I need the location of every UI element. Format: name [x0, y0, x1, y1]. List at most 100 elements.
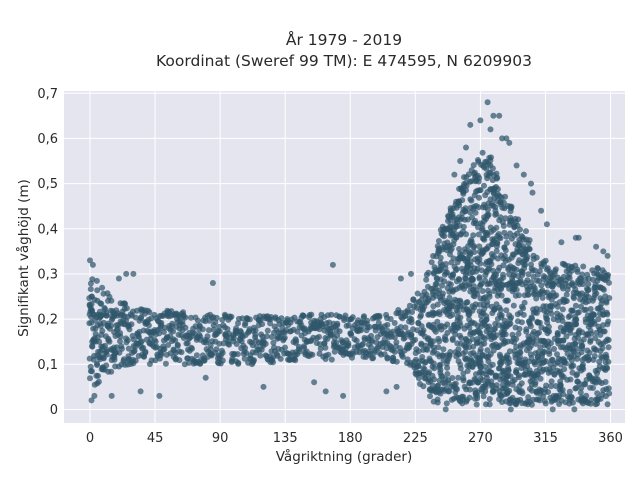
- data-point: [246, 316, 253, 323]
- data-point: [542, 400, 549, 407]
- data-point: [601, 328, 608, 335]
- data-point: [508, 314, 515, 321]
- data-point: [557, 378, 564, 385]
- data-point: [400, 335, 407, 342]
- data-point: [599, 345, 606, 352]
- data-point: [580, 366, 587, 372]
- data-point: [477, 187, 484, 194]
- data-point: [500, 199, 507, 206]
- data-point: [565, 314, 572, 320]
- data-point: [572, 340, 579, 347]
- data-point: [329, 261, 336, 268]
- y-tick-label: 0,1: [37, 358, 58, 373]
- data-point: [484, 206, 491, 213]
- data-point: [477, 117, 484, 124]
- data-point: [605, 344, 612, 351]
- data-point: [510, 302, 517, 309]
- data-point: [528, 314, 535, 321]
- data-point: [606, 295, 613, 301]
- data-point: [105, 337, 112, 344]
- data-point: [496, 112, 503, 119]
- data-point: [333, 339, 340, 346]
- data-point: [434, 318, 441, 325]
- data-point: [433, 280, 440, 287]
- x-tick-label: 90: [212, 431, 229, 446]
- data-point: [467, 121, 474, 128]
- data-point: [542, 274, 549, 281]
- data-point: [88, 368, 95, 375]
- data-point: [444, 269, 450, 276]
- data-point: [130, 270, 137, 277]
- data-point: [563, 360, 569, 367]
- data-point: [559, 386, 566, 393]
- data-point: [590, 385, 596, 391]
- data-point: [106, 325, 113, 332]
- data-point: [104, 290, 111, 297]
- data-point: [595, 265, 602, 272]
- data-point: [443, 400, 450, 407]
- data-point: [182, 324, 189, 331]
- data-point: [361, 313, 367, 320]
- data-point: [519, 390, 526, 397]
- data-point: [456, 276, 463, 283]
- data-point: [529, 189, 536, 196]
- data-point: [536, 268, 543, 275]
- data-point: [349, 314, 356, 321]
- data-point: [533, 254, 540, 261]
- data-point: [553, 292, 560, 299]
- data-point: [452, 231, 459, 238]
- data-point: [585, 294, 592, 301]
- data-point: [475, 231, 482, 238]
- data-point: [493, 248, 500, 254]
- data-point: [479, 149, 486, 156]
- data-point: [507, 320, 514, 327]
- data-point: [102, 306, 109, 313]
- data-point: [292, 357, 299, 364]
- data-point: [527, 351, 534, 358]
- data-point: [472, 387, 479, 394]
- data-point: [466, 394, 473, 401]
- data-point: [180, 313, 187, 320]
- data-point: [466, 283, 473, 290]
- data-point: [132, 357, 139, 364]
- data-point: [590, 312, 597, 318]
- data-point: [494, 186, 501, 193]
- data-point: [438, 372, 445, 379]
- data-point: [484, 347, 491, 354]
- data-point: [434, 399, 441, 406]
- data-point: [391, 348, 398, 355]
- data-point: [525, 271, 532, 278]
- data-point: [475, 204, 482, 211]
- data-point: [317, 345, 324, 352]
- data-point: [541, 349, 548, 355]
- data-point: [519, 272, 526, 279]
- data-point: [452, 380, 459, 387]
- data-point: [453, 266, 460, 273]
- data-point: [125, 345, 132, 352]
- data-point: [199, 326, 206, 333]
- data-points: [86, 99, 613, 413]
- data-point: [525, 394, 532, 401]
- data-point: [447, 349, 454, 355]
- data-point: [560, 337, 567, 344]
- x-tick-label: 0: [86, 431, 94, 446]
- data-point: [174, 341, 181, 348]
- data-point: [572, 321, 578, 328]
- data-point: [574, 266, 581, 273]
- data-point: [277, 355, 284, 362]
- data-point: [156, 330, 163, 337]
- data-point: [484, 298, 491, 305]
- data-point: [558, 279, 565, 286]
- data-point: [489, 361, 496, 368]
- data-point: [397, 324, 404, 330]
- data-point: [531, 267, 538, 274]
- data-point: [577, 389, 584, 396]
- data-point: [417, 314, 424, 320]
- data-point: [487, 126, 494, 133]
- data-point: [444, 321, 451, 328]
- x-tick-label: 270: [468, 431, 493, 446]
- data-point: [481, 340, 488, 347]
- data-point: [559, 306, 566, 313]
- data-point: [447, 251, 453, 258]
